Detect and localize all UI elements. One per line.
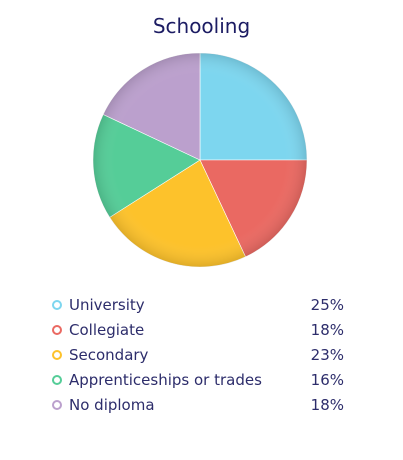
- legend-value: 16%: [310, 371, 344, 389]
- legend-label: No diploma: [69, 396, 155, 414]
- legend-item: Apprenticeships or trades 16%: [52, 371, 344, 396]
- legend-marker-icon: [52, 300, 62, 310]
- legend-marker-icon: [52, 400, 62, 410]
- legend-marker-icon: [52, 375, 62, 385]
- legend-item: Secondary 23%: [52, 346, 344, 371]
- legend-value: 18%: [310, 321, 344, 339]
- legend-item: University 25%: [52, 296, 344, 321]
- legend-item: Collegiate 18%: [52, 321, 344, 346]
- legend: University 25% Collegiate 18% Secondary …: [52, 296, 344, 421]
- pie-slice-university: [199, 53, 308, 161]
- legend-label: Secondary: [69, 346, 149, 364]
- legend-marker-icon: [52, 350, 62, 360]
- legend-label: University: [69, 296, 145, 314]
- legend-value: 23%: [310, 346, 344, 364]
- legend-label: Collegiate: [69, 321, 145, 339]
- chart-title: Schooling: [152, 14, 251, 38]
- legend-value: 18%: [310, 396, 344, 414]
- legend-item: No diploma 18%: [52, 396, 344, 421]
- pie-chart: [92, 53, 308, 268]
- legend-marker-icon: [52, 325, 62, 335]
- legend-value: 25%: [310, 296, 344, 314]
- legend-label: Apprenticeships or trades: [69, 371, 262, 389]
